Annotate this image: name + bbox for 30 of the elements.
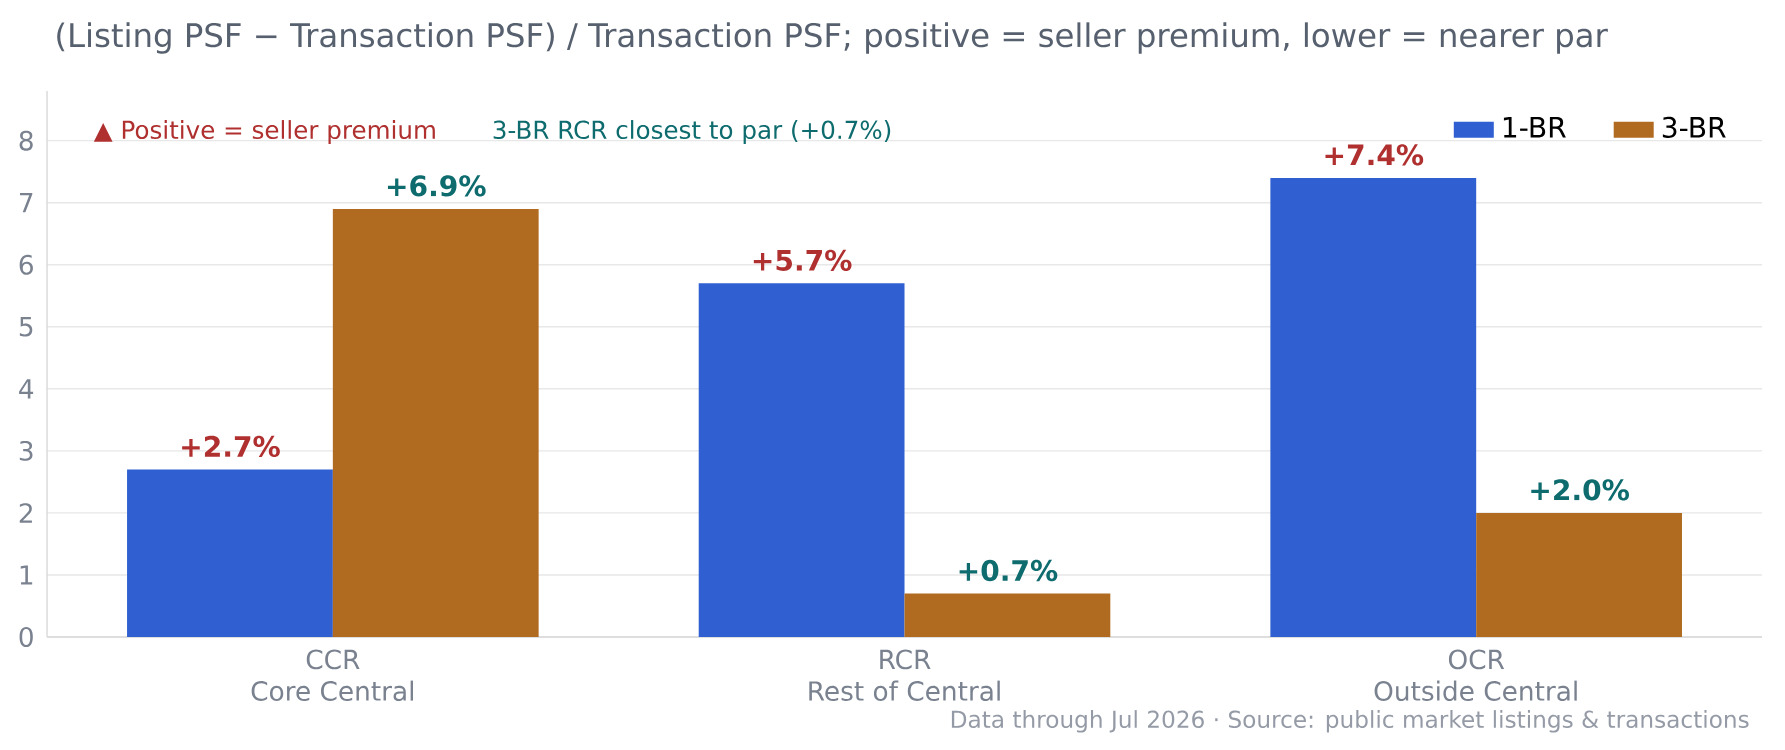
bar <box>698 283 905 637</box>
data-label: +7.4% <box>1325 144 1424 166</box>
legend-label: 3-BR <box>1662 116 1726 138</box>
bar <box>1476 512 1682 637</box>
y-tick-label: 2 <box>19 503 32 523</box>
y-tick-label: 3 <box>19 440 33 461</box>
x-tick-label: OCR Outside Central <box>1374 649 1577 701</box>
annotation: 3-BR RCR closest to par (+0.7%) <box>493 120 891 144</box>
annotation: ▲ Positive = seller premium <box>93 120 435 144</box>
bar <box>127 469 333 637</box>
y-tick-label: 4 <box>19 379 34 399</box>
data-label: +2.7% <box>182 435 280 458</box>
y-tick-label: 7 <box>19 193 33 213</box>
y-tick-label: 6 <box>19 254 33 275</box>
text: Data through Jul 2026 · Source: public market listings & transactions <box>951 710 1749 733</box>
data-label: +6.9% <box>387 175 486 197</box>
bar <box>1270 177 1477 637</box>
data-label: +0.7% <box>959 559 1058 582</box>
y-tick-label: 1 <box>20 565 33 585</box>
bar <box>332 208 539 637</box>
y-tick-label: 0 <box>19 627 33 647</box>
x-tick-label: CCR Core Central <box>251 649 414 701</box>
data-label: +2.0% <box>1531 479 1629 501</box>
x-tick-label: RCR Rest of Central <box>809 649 1000 701</box>
legend-label: 1-BR <box>1503 116 1566 138</box>
data-label: +5.7% <box>753 249 852 271</box>
chart-title: (Listing PSF − Transaction PSF) / Transaction PSF; positive = seller premium, lower = nearer par <box>57 22 1608 54</box>
y-tick-label: 5 <box>19 317 33 337</box>
y-tick-label: 8 <box>19 130 33 151</box>
bar <box>904 593 1111 637</box>
